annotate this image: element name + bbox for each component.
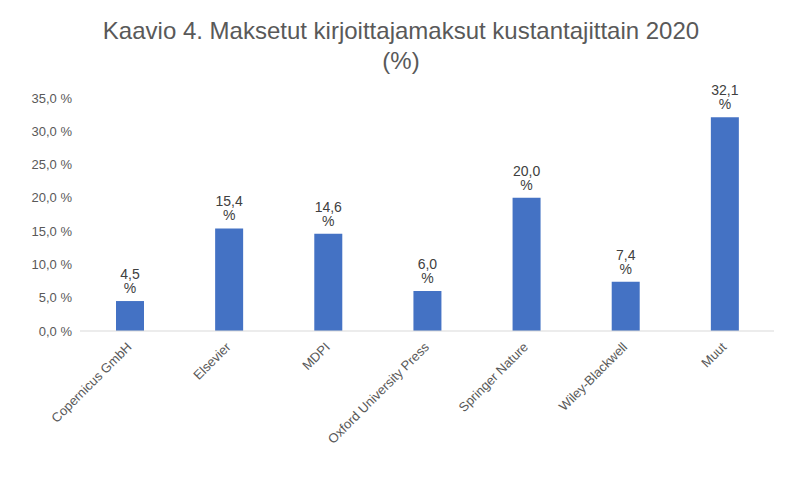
svg-text:10,0 %: 10,0 % bbox=[32, 257, 73, 272]
svg-text:MDPI: MDPI bbox=[299, 339, 333, 373]
svg-text:Wiley-Blackwell: Wiley-Blackwell bbox=[556, 339, 631, 414]
svg-text:20,0 %: 20,0 % bbox=[32, 190, 73, 205]
svg-text:15,4%: 15,4% bbox=[216, 193, 243, 223]
svg-text:32,1%: 32,1% bbox=[711, 82, 738, 112]
svg-text:Muut: Muut bbox=[698, 339, 729, 370]
svg-text:30,0 %: 30,0 % bbox=[32, 124, 73, 139]
svg-text:Copernicus GmbH: Copernicus GmbH bbox=[48, 339, 134, 425]
svg-text:25,0 %: 25,0 % bbox=[32, 157, 73, 172]
svg-text:7,4%: 7,4% bbox=[616, 247, 636, 277]
svg-text:14,6%: 14,6% bbox=[315, 199, 342, 229]
svg-text:Springer Nature: Springer Nature bbox=[456, 339, 532, 415]
svg-text:Elsevier: Elsevier bbox=[190, 339, 234, 383]
svg-text:4,5%: 4,5% bbox=[120, 266, 140, 296]
svg-text:5,0 %: 5,0 % bbox=[39, 290, 73, 305]
svg-text:0,0 %: 0,0 % bbox=[39, 324, 73, 339]
html-text:Kaavio 4. Maksetut kirjoittaja: Kaavio 4. Maksetut kirjoittajamaksut kus… bbox=[102, 17, 700, 74]
svg-text:Oxford University Press: Oxford University Press bbox=[325, 339, 433, 447]
svg-text:15,0 %: 15,0 % bbox=[32, 224, 73, 239]
svg-text:35,0 %: 35,0 % bbox=[32, 91, 73, 106]
svg-text:20,0%: 20,0% bbox=[513, 163, 540, 193]
svg-text:6,0%: 6,0% bbox=[418, 256, 438, 286]
